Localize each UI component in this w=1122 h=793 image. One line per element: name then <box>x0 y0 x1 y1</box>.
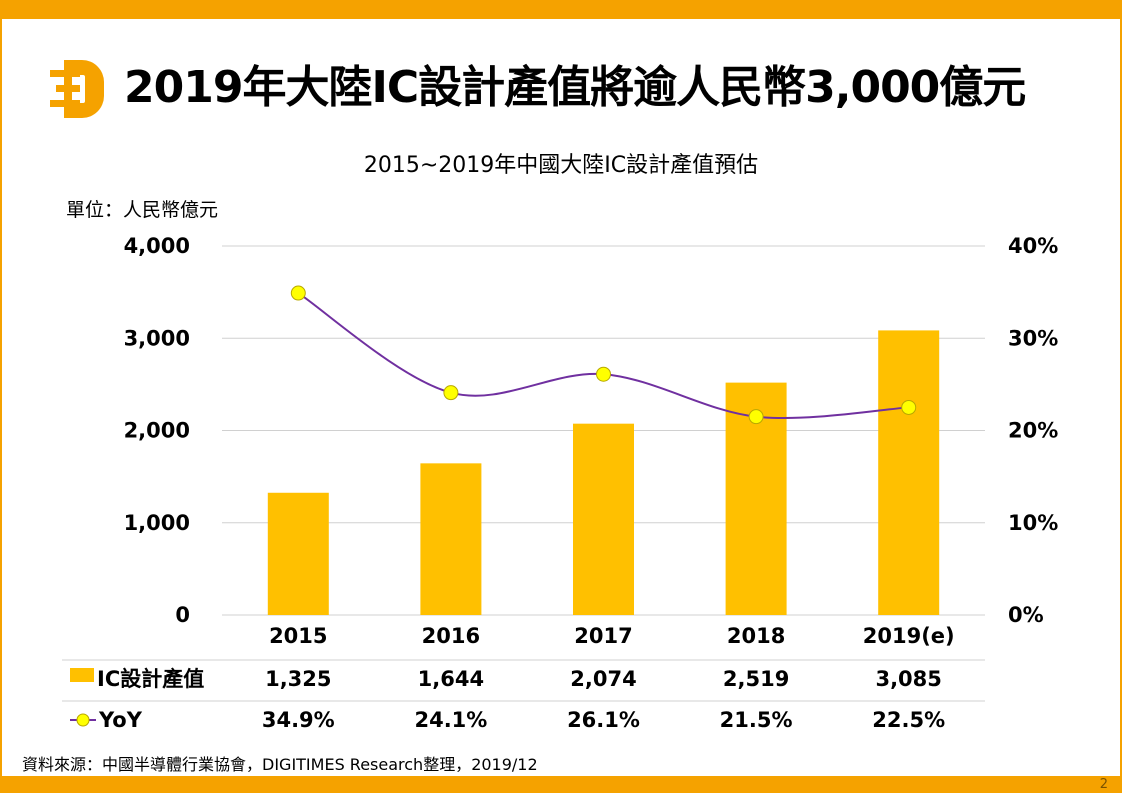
x-tick-label: 2017 <box>574 624 632 648</box>
yoy-point-2016 <box>443 385 459 401</box>
y-left-tick-label: 1,000 <box>124 511 190 535</box>
y-right-tick-label: 40% <box>1008 234 1058 258</box>
x-tick-label: 2018 <box>727 624 785 648</box>
bar-2015 <box>267 492 329 615</box>
table-cell-yoy: 22.5% <box>872 708 945 732</box>
yoy-point-2018 <box>748 409 764 425</box>
page-title: 2019年大陸IC設計產值將逾人民幣3,000億元 <box>124 62 1026 113</box>
chart-title: 2015~2019年中國大陸IC設計產值預估 <box>364 153 758 178</box>
top-accent-bar <box>0 0 1122 19</box>
y-right-tick-label: 30% <box>1008 326 1058 350</box>
table-cell-value: 2,519 <box>723 667 789 691</box>
table-cell-yoy: 34.9% <box>262 708 335 732</box>
y-left-tick-label: 0 <box>175 603 190 627</box>
frame-left <box>0 19 2 776</box>
unit-label: 單位：人民幣億元 <box>66 199 218 221</box>
yoy-point-2015 <box>290 285 306 301</box>
table-cell-yoy: 21.5% <box>720 708 793 732</box>
legend-swatch-bar <box>70 668 94 682</box>
legend-label-line: YoY <box>98 708 143 732</box>
digitimes-logo-icon <box>50 60 104 118</box>
y-right-tick-label: 0% <box>1008 603 1044 627</box>
table-cell-value: 1,644 <box>418 667 484 691</box>
table-cell-value: 2,074 <box>570 667 636 691</box>
frame-right <box>1120 19 1122 776</box>
bottom-accent-bar <box>0 776 1122 793</box>
y-left-tick-label: 4,000 <box>124 234 190 258</box>
table-cell-value: 3,085 <box>875 667 941 691</box>
y-right-tick-label: 10% <box>1008 511 1058 535</box>
table-cell-yoy: 24.1% <box>414 708 487 732</box>
legend-label-bar: IC設計產值 <box>97 667 204 691</box>
bar-2016 <box>420 463 482 615</box>
x-tick-label: 2015 <box>269 624 327 648</box>
y-left-tick-label: 2,000 <box>124 419 190 443</box>
legend-swatch-marker <box>76 713 90 727</box>
yoy-point-2017 <box>596 366 611 382</box>
y-right-tick-label: 20% <box>1008 419 1058 443</box>
yoy-line <box>297 292 909 419</box>
bar-2017 <box>573 423 634 615</box>
x-tick-label: 2019(e) <box>863 624 955 648</box>
y-left-tick-label: 3,000 <box>124 326 190 350</box>
page-number: 2 <box>1099 777 1108 792</box>
yoy-point-2019(e) <box>901 399 917 415</box>
table-cell-value: 1,325 <box>265 667 331 691</box>
x-tick-label: 2016 <box>422 624 480 648</box>
bar-2019(e) <box>878 330 940 615</box>
table-cell-yoy: 26.1% <box>567 708 640 732</box>
source-note: 資料來源：中國半導體行業協會，DIGITIMES Research整理，2019… <box>22 755 538 774</box>
